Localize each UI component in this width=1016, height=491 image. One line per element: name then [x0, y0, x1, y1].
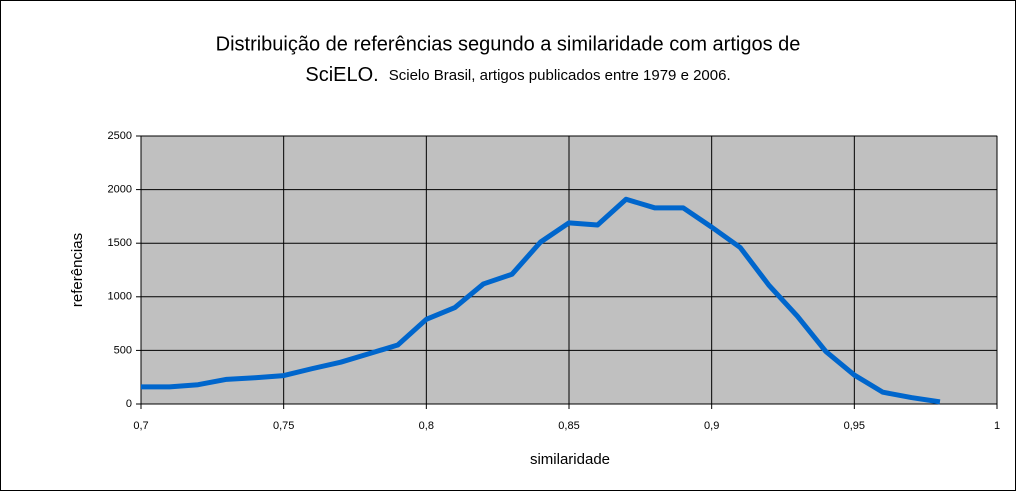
y-tick-label: 0: [126, 398, 132, 410]
y-axis-label: referências: [69, 233, 86, 307]
chart-title: SciELO.: [305, 64, 378, 86]
y-tick-label: 2500: [108, 130, 132, 142]
x-tick-label: 0,8: [419, 420, 434, 432]
y-tick-label: 2000: [108, 184, 132, 196]
y-tick-label: 1500: [108, 237, 132, 249]
x-tick-label: 0,7: [133, 420, 148, 432]
x-tick-label: 0,95: [844, 420, 865, 432]
chart-subtitle: Scielo Brasil, artigos publicados entre …: [389, 67, 731, 84]
y-tick-label: 1000: [108, 291, 132, 303]
chart-title: Distribuição de referências segundo a si…: [216, 33, 801, 55]
x-tick-label: 0,9: [704, 420, 719, 432]
x-axis-label: similaridade: [530, 451, 610, 468]
x-tick-label: 0,75: [273, 420, 294, 432]
data-line: [141, 196, 941, 405]
x-tick-label: 1: [994, 420, 1000, 432]
x-tick-label: 0,85: [558, 420, 579, 432]
y-tick-label: 500: [114, 344, 132, 356]
chart-title-line: SciELO. Scielo Brasil, artigos publicados…: [305, 64, 730, 86]
